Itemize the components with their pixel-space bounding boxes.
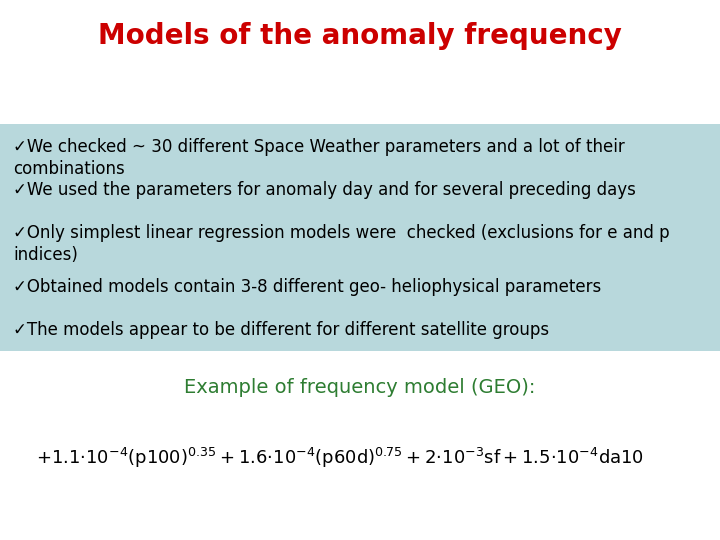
Text: $+1.1{\cdot}10^{-4}(\mathrm{p100})^{0.35}+1.6{\cdot}10^{-4}(\mathrm{p60d})^{0.75: $+1.1{\cdot}10^{-4}(\mathrm{p100})^{0.35…: [36, 446, 644, 470]
Text: Example of frequency model (GEO):: Example of frequency model (GEO):: [184, 378, 536, 397]
Text: ✓The models appear to be different for different satellite groups: ✓The models appear to be different for d…: [13, 321, 549, 339]
Text: ✓Obtained models contain 3-8 different geo- heliophysical parameters: ✓Obtained models contain 3-8 different g…: [13, 278, 601, 296]
Text: ✓We checked ~ 30 different Space Weather parameters and a lot of their
combinati: ✓We checked ~ 30 different Space Weather…: [13, 138, 625, 178]
Text: ✓We used the parameters for anomaly day and for several preceding days: ✓We used the parameters for anomaly day …: [13, 181, 636, 199]
FancyBboxPatch shape: [0, 124, 720, 351]
Text: ✓Only simplest linear regression models were  checked (exclusions for e and p
in: ✓Only simplest linear regression models …: [13, 224, 670, 264]
Text: Models of the anomaly frequency: Models of the anomaly frequency: [98, 22, 622, 50]
